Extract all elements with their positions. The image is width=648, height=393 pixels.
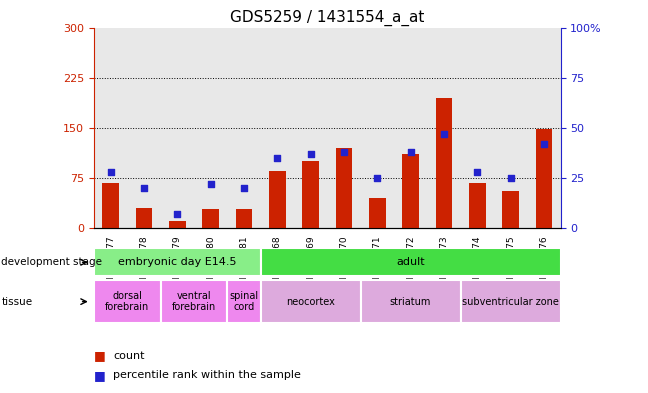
Bar (394, 28, 427, 228)
Point (106, 169, 116, 175)
Bar (227, 280, 260, 323)
Point (305, 151, 316, 157)
Point (272, 154, 283, 161)
Point (505, 174, 516, 181)
Bar (260, 280, 360, 323)
Bar (127, 28, 161, 228)
Point (172, 211, 183, 217)
Bar (469, 182, 485, 228)
Bar (327, 28, 360, 228)
Bar (161, 28, 194, 228)
Bar (461, 280, 561, 323)
Bar (194, 28, 227, 228)
Text: spinal
cord: spinal cord (229, 291, 259, 312)
Text: striatum: striatum (390, 297, 431, 307)
Bar (336, 148, 353, 228)
Title: GDS5259 / 1431554_a_at: GDS5259 / 1431554_a_at (230, 10, 424, 26)
Point (339, 149, 349, 155)
Bar (360, 28, 394, 228)
Point (472, 169, 482, 175)
Bar (260, 248, 561, 277)
Text: neocortex: neocortex (286, 297, 335, 307)
Bar (527, 28, 561, 228)
Text: ventral
forebrain: ventral forebrain (172, 291, 216, 312)
Bar (369, 198, 386, 228)
Text: count: count (113, 351, 145, 361)
Bar (294, 28, 327, 228)
Bar (461, 28, 494, 228)
Bar (202, 209, 219, 228)
Bar (94, 248, 260, 277)
Text: ■: ■ (94, 349, 106, 362)
Text: tissue: tissue (1, 297, 32, 307)
Point (439, 130, 449, 137)
Point (238, 185, 249, 191)
Bar (94, 280, 161, 323)
Bar (402, 154, 419, 228)
Point (538, 141, 549, 147)
Point (139, 185, 149, 191)
Bar (502, 191, 519, 228)
Text: subventricular zone: subventricular zone (462, 297, 559, 307)
Text: embryonic day E14.5: embryonic day E14.5 (118, 257, 237, 267)
Bar (535, 129, 552, 228)
Bar (360, 280, 461, 323)
Text: dorsal
forebrain: dorsal forebrain (105, 291, 150, 312)
Bar (260, 28, 294, 228)
Bar (236, 209, 252, 228)
Bar (269, 171, 286, 228)
Point (372, 174, 382, 181)
Bar (94, 28, 127, 228)
Bar (161, 280, 227, 323)
Bar (494, 28, 527, 228)
Bar (435, 97, 452, 228)
Point (205, 181, 216, 187)
Bar (169, 221, 185, 228)
Text: percentile rank within the sample: percentile rank within the sample (113, 370, 301, 380)
Text: development stage: development stage (1, 257, 102, 267)
Text: ■: ■ (94, 369, 106, 382)
Bar (302, 161, 319, 228)
Bar (227, 28, 260, 228)
Point (406, 149, 416, 155)
Bar (135, 208, 152, 228)
Text: adult: adult (396, 257, 425, 267)
Bar (427, 28, 461, 228)
Bar (102, 182, 119, 228)
